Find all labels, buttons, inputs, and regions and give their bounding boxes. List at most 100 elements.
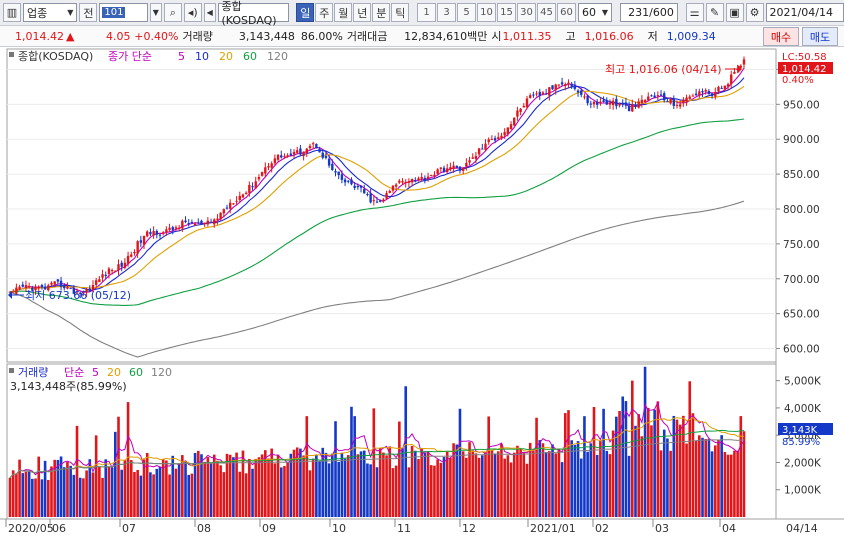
volume-bar [190,473,194,517]
candle-body [343,179,347,183]
volume-bar [117,416,120,517]
market-combo[interactable]: 업종 ▼ [23,3,78,22]
candle-body [487,139,490,143]
interval-button-3[interactable]: 3 [437,3,457,22]
interval-button-60[interactable]: 60 [557,3,577,22]
high-arrowhead-icon [738,65,742,73]
candle-body [532,94,535,96]
candle-body [34,286,37,291]
volume-bar [334,421,337,517]
volume-bar [631,380,634,517]
volume-bar [324,452,328,517]
volume-bar [372,408,376,517]
price-tick-label: 850.00 [783,169,820,181]
volume-bar [133,471,136,517]
date-field[interactable]: 2021/04/14 [765,3,844,22]
tab-period-4[interactable]: 분 [372,3,391,22]
buy-button[interactable]: 매수 [763,27,799,46]
candle-body [158,234,162,236]
chart-canvas[interactable]: 1,000.00950.00900.00850.00800.00750.0070… [0,47,844,538]
volume-tick-label: 4,000K [784,403,822,415]
candle-body [410,179,414,183]
candle-body [621,103,624,105]
volume-bar [283,465,286,517]
sell-button[interactable]: 매도 [802,27,838,46]
volume-ma-legend-60: 60 [129,366,143,379]
candle-body [439,167,443,169]
tab-period-0[interactable]: 일 [296,3,315,22]
volume-bar [519,448,522,517]
interval-button-30[interactable]: 30 [517,3,537,22]
candle-body [369,193,372,203]
candle-body [503,132,506,136]
interval-button-45[interactable]: 45 [537,3,557,22]
candle-body [433,174,436,177]
volume-bar [385,455,388,517]
candle-body [327,158,331,166]
candle-body [704,89,707,92]
candle-body [726,84,730,87]
tab-period-1[interactable]: 주 [315,3,334,22]
tab-period-3[interactable]: 년 [353,3,372,22]
candle-body [187,222,190,225]
bar-count-field[interactable]: 231 /600 [619,3,678,22]
x-tick-label: 03 [655,522,669,535]
volume-bar [241,450,245,517]
index-name-field[interactable]: 종합(KOSDAQ) [217,0,289,27]
price-ma-legend-20: 20 [219,50,233,63]
code-combo-arrow[interactable]: ▼ [149,3,162,22]
speaker-icon[interactable]: ◂) [183,3,202,22]
interval-combo[interactable]: 60 ▼ [578,3,613,22]
volume-bar [516,445,519,517]
volume-bar [31,478,34,517]
prev-arrow-icon[interactable]: ◀ [203,3,216,22]
candle-body [557,84,561,86]
interval-button-10[interactable]: 10 [477,3,497,22]
candle-body [50,282,53,285]
tab-period-5[interactable]: 틱 [391,3,410,22]
volume-bar [302,455,305,517]
candle-body [24,285,28,289]
candle-body [733,71,736,74]
candle-body [372,200,376,202]
code-input[interactable]: 101 [99,3,148,22]
volume-bar [624,401,628,517]
candle-body [248,184,251,193]
volume-bar [222,472,226,517]
volume-panel-title: 거래량 [18,366,48,379]
candle-body [500,135,503,138]
candle-body [31,287,34,291]
candle-body [356,185,360,188]
volume-bar [161,459,165,517]
candle-body [174,227,178,229]
volume-bar [331,453,334,517]
x-tick-label: 06 [52,522,66,535]
chart-area[interactable]: 1,000.00950.00900.00850.00800.00750.0070… [0,47,844,538]
volume-bar [232,457,235,517]
interval-button-1[interactable]: 1 [417,3,437,22]
volume-bar [449,458,452,517]
period-label[interactable]: 전 [79,3,98,22]
indicator-icon[interactable]: ⚌ [685,3,704,22]
tab-period-2[interactable]: 월 [334,3,353,22]
save-icon[interactable]: ▣ [725,3,744,22]
candle-body [69,287,72,289]
volume-bar [436,459,439,517]
candle-body [56,279,60,282]
interval-button-15[interactable]: 15 [497,3,517,22]
candle-body [241,194,245,198]
chart-type-icon[interactable]: ▥ [3,3,21,22]
volume-bar [563,413,567,517]
tool-icon[interactable]: ✎ [705,3,724,22]
quote-low: 1,009.34 [666,29,716,43]
volume-bar [717,439,720,517]
volume-bar [426,450,430,517]
gear-icon[interactable]: ⚙ [745,3,764,22]
interval-button-5[interactable]: 5 [457,3,477,22]
volume-bar [75,425,79,517]
search-icon[interactable]: ⌕ [163,3,182,22]
candle-body [615,98,618,107]
price-ma-legend-10: 10 [195,50,209,63]
volume-bar [391,468,395,517]
